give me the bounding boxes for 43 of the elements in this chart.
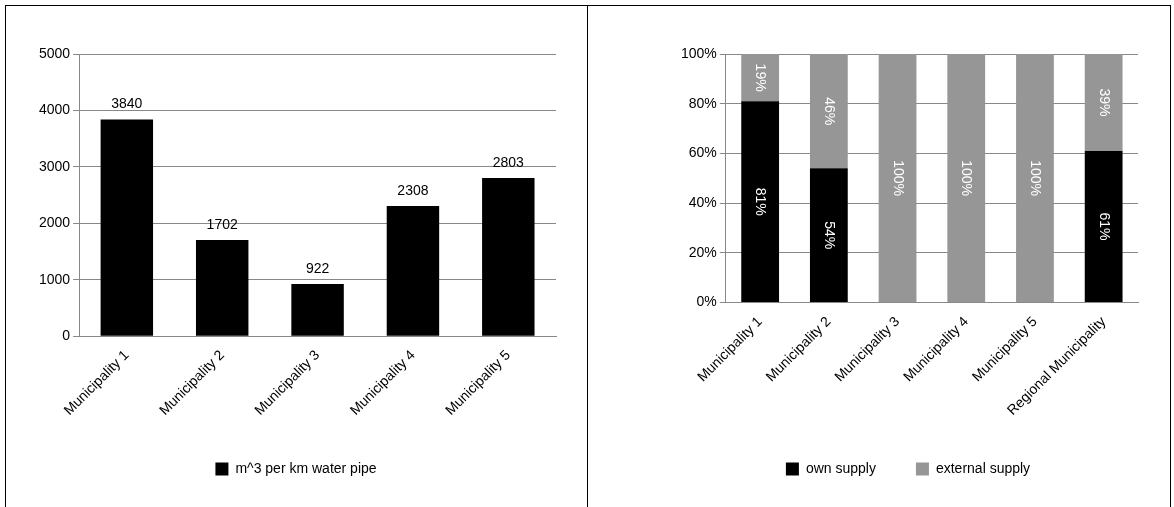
y-tick-label: 20% [688, 243, 717, 260]
y-tick-label: 0% [696, 293, 717, 310]
bar [386, 205, 440, 336]
y-tick-label: 80% [688, 94, 717, 111]
bar [809, 168, 848, 303]
bar [1084, 54, 1123, 151]
legend-label: own supply [805, 459, 876, 476]
bar [947, 54, 986, 303]
y-tick-label: 3000 [38, 157, 71, 174]
y-tick-label: 60% [688, 144, 717, 161]
legend-label: m^3 per km water pipe [235, 459, 377, 476]
data-label: 2803 [492, 153, 525, 170]
y-tick-label: 100% [680, 44, 717, 61]
data-label: 46% [822, 97, 838, 126]
data-label: 922 [305, 259, 330, 276]
data-label: 81% [753, 187, 770, 216]
bar [1016, 54, 1054, 303]
data-label: 100% [1028, 160, 1045, 196]
y-tick-label: 1000 [38, 270, 71, 287]
bar [291, 284, 344, 336]
data-label: 61% [1096, 212, 1113, 241]
bar [741, 101, 780, 303]
data-label: 100% [890, 160, 907, 196]
legend-label: external supply [935, 459, 1031, 476]
y-tick-label: 5000 [38, 44, 71, 61]
bar [1084, 150, 1123, 303]
data-label: 19% [753, 63, 770, 92]
data-label: 39% [1096, 88, 1113, 117]
y-tick-label: 0 [62, 327, 71, 344]
bar [482, 177, 535, 336]
data-label: 1702 [206, 215, 238, 232]
data-label: 54% [822, 221, 838, 250]
bar [878, 54, 917, 303]
bar [809, 54, 848, 169]
bar [741, 54, 780, 102]
data-label: 100% [959, 160, 976, 196]
bar [100, 119, 154, 336]
y-tick-label: 40% [688, 194, 717, 211]
bar [195, 240, 249, 336]
data-label: 3840 [111, 95, 143, 112]
y-tick-label: 4000 [38, 101, 71, 118]
y-tick-label: 2000 [38, 214, 71, 231]
data-label: 2308 [397, 181, 429, 198]
